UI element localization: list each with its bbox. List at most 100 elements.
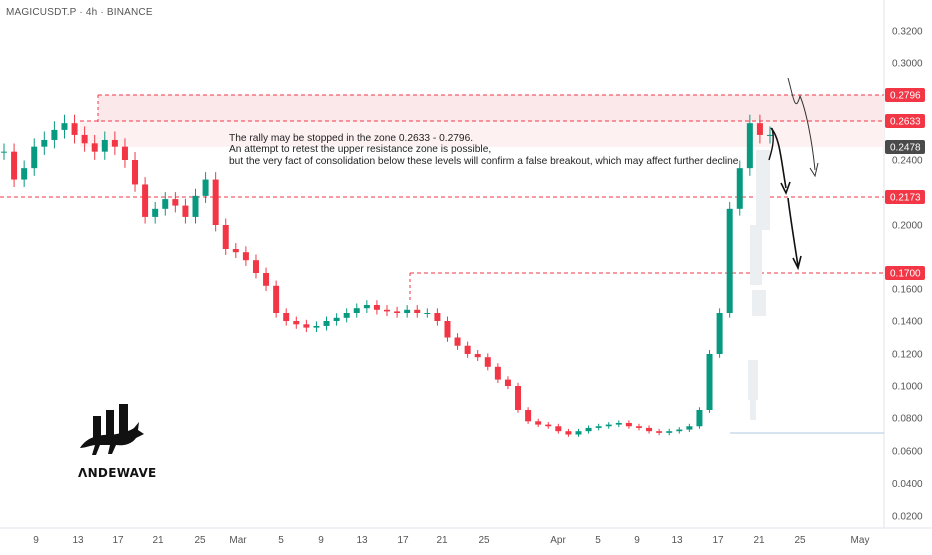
candle-body [212,179,219,225]
candle-body [61,123,68,130]
x-tick-label: 9 [634,535,640,546]
current-price-label: 0.2478 [890,143,921,154]
x-tick-label: 17 [397,535,409,546]
candle-body [343,313,350,318]
candle-body [1,151,7,153]
x-tick-label: 25 [478,535,490,546]
price-level-tag [885,88,925,102]
x-tick-label: 17 [112,535,124,546]
candle-body [142,184,149,217]
y-tick-label: 0.0600 [892,447,923,458]
candle-body [595,426,602,428]
candle-body [273,285,280,313]
y-tick-label: 0.2400 [892,156,923,167]
candle-body [504,379,511,386]
x-tick-label: 21 [436,535,448,546]
candle-body [625,422,632,427]
candle-body [767,134,773,136]
y-tick-label: 0.1000 [892,382,923,393]
candle-body [605,424,612,427]
candle-body [434,313,441,321]
y-tick-label: 0.0400 [892,479,923,490]
y-tick-label: 0.1200 [892,350,923,361]
x-tick-label: 25 [194,535,206,546]
x-tick-label: 13 [356,535,368,546]
candle-body [293,321,300,325]
candle-body [172,199,179,206]
candle-body [11,151,18,180]
candle-body [535,421,542,425]
y-tick-label: 0.1600 [892,285,923,296]
candle-body [656,431,663,433]
candle-body [464,345,471,354]
candle-body [81,134,88,144]
candle-body [555,426,562,432]
candle-body [363,305,370,309]
volume-profile-block [748,360,758,400]
volume-profile-block [750,400,756,420]
candle-body [283,313,290,321]
x-tick-label: 21 [753,535,765,546]
x-tick-label: Mar [229,535,247,546]
volume-profile-block [750,225,762,285]
candle-body [101,139,108,152]
candle-body [424,313,431,314]
y-tick-label: 0.2000 [892,221,923,232]
symbol-label: MAGICUSDT.P · 4h · BINANCE [6,7,153,18]
price-level-tag-label: 0.1700 [890,269,921,280]
candle-body [716,313,723,354]
candle-body [222,225,229,249]
candle-body [21,168,28,180]
candle-body [686,426,693,430]
candle-body [515,386,522,410]
candle-body [404,309,411,313]
candle-body [323,321,330,326]
projection-arrow [768,127,774,161]
candle-body [494,366,501,380]
annotation-line-1: The rally may be stopped in the zone 0.2… [229,133,474,144]
candle-body [414,309,421,313]
candle-body [545,424,552,427]
arrowhead-icon [780,181,791,196]
projection-arrow [787,197,799,267]
candle-body [394,311,401,313]
y-tick-label: 0.0200 [892,512,923,523]
candle-body [132,160,139,185]
x-tick-label: 21 [152,535,164,546]
arrowhead-icon [792,255,802,271]
candle-body [182,205,189,217]
x-tick-label: May [851,535,870,546]
price-level-tag [885,114,925,128]
candle-body [373,305,380,310]
y-tick-label: 0.3000 [892,59,923,70]
y-tick-label: 0.3200 [892,27,923,38]
candle-body [192,195,199,217]
annotation-line-3: but the very fact of consolidation below… [229,155,739,167]
candle-body [152,208,159,217]
alt-scenario-arrow [787,77,816,171]
candle-body [454,337,461,346]
candle-body [232,249,239,253]
x-tick-label: 25 [794,535,806,546]
candle-body [666,431,673,433]
candle-body [575,431,582,435]
candle-body [635,426,642,428]
current-price-tag [885,140,925,154]
candle-body [202,179,209,196]
volume-profile-block [752,290,766,316]
candle-body [111,139,118,147]
price-level-tag-label: 0.2796 [890,91,921,102]
arrowhead-icon [809,162,819,178]
candle-body [333,317,340,321]
candle-body [726,208,733,313]
x-tick-label: 9 [318,535,324,546]
candle-body [676,429,683,432]
bull-logo-icon [80,404,144,455]
x-tick-label: 5 [278,535,284,546]
candle-body [646,427,653,432]
candle-body [746,123,753,169]
candle-body [252,260,259,273]
candle-body [706,354,713,410]
y-tick-label: 0.0800 [892,414,923,425]
